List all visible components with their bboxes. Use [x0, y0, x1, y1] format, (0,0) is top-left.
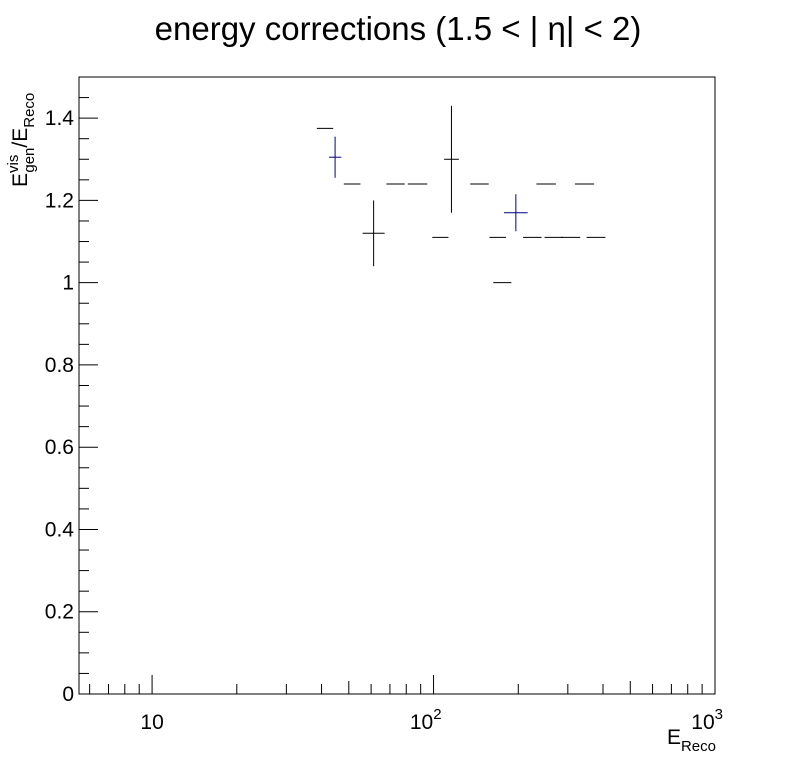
x-tick-label: 103: [691, 706, 723, 734]
x-tick-label-exponent: 3: [715, 706, 723, 723]
y-tick-label: 0.4: [45, 518, 75, 541]
y-axis-label-sub: gen: [21, 148, 38, 173]
x-tick-label: 102: [410, 706, 442, 734]
y-axis-label-sep: /E: [9, 128, 32, 148]
y-tick-label: 1.2: [45, 189, 74, 212]
y-axis-label-main: E: [9, 173, 32, 187]
x-axis-label-main: E: [667, 726, 681, 749]
x-axis-label: EReco: [667, 726, 716, 755]
x-tick-label: 10: [140, 711, 163, 734]
y-tick-label: 0: [62, 683, 74, 706]
chart-title: energy corrections (1.5 < | η| < 2): [155, 10, 642, 47]
x-tick-label-base: 10: [410, 711, 433, 734]
x-tick-label-base: 10: [691, 711, 714, 734]
y-axis-label: Evisgen/EReco: [5, 93, 38, 187]
y-axis-label-sub2: Reco: [21, 93, 38, 128]
y-tick-label: 1: [62, 272, 74, 295]
x-axis-ticks: 10 102 103: [89, 675, 723, 734]
y-tick-label: 1.4: [45, 107, 75, 130]
y-tick-label: 0.2: [45, 601, 74, 624]
y-axis-ticks: 0 0.2 0.4 0.6 0.8 1 1.2 1.4: [45, 76, 98, 706]
x-tick-label-exponent: 2: [433, 706, 441, 723]
data-point: [362, 200, 385, 267]
x-tick-label-base: 10: [140, 711, 163, 734]
y-tick-label: 0.8: [45, 354, 74, 377]
plot-frame: [78, 76, 716, 695]
data-point: [444, 105, 459, 213]
data-point: [328, 136, 342, 178]
data-point: [504, 194, 528, 232]
data-markers: [316, 105, 606, 284]
y-tick-label: 0.6: [45, 436, 74, 459]
x-axis-label-sub: Reco: [681, 738, 716, 755]
y-axis-label-sup: vis: [5, 155, 22, 173]
